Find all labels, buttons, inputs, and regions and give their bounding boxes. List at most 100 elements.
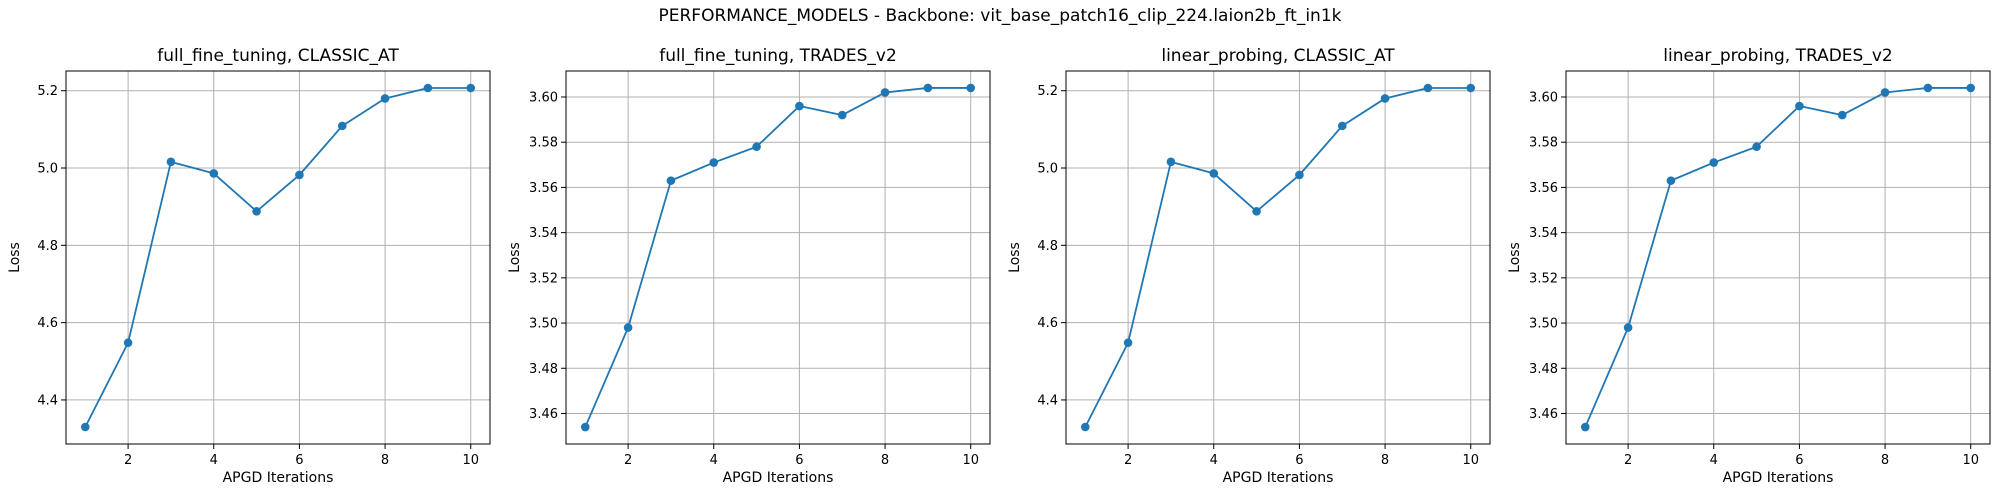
y-axis-label: Loss [1507,242,1523,273]
data-point [923,83,933,93]
y-tick-label: 3.52 [1529,271,1558,286]
data-point [580,422,590,432]
y-tick-label: 4.6 [37,316,58,331]
series-line [1084,87,1471,428]
x-tick-label: 2 [124,453,132,468]
y-tick-label: 3.50 [529,317,558,332]
y-tick-label: 3.46 [1529,407,1558,422]
y-tick-label: 4.8 [1037,239,1058,254]
data-point [466,83,476,93]
data-point [209,169,219,178]
y-tick-label: 3.50 [1529,317,1558,332]
data-point [380,94,390,103]
y-tick-label: 4.8 [37,239,58,254]
data-point [1123,338,1133,348]
data-point [123,338,133,348]
x-axis-label: APGD Iterations [1223,470,1334,486]
y-tick-label: 4.4 [37,393,58,408]
data-point [1295,170,1304,180]
y-tick-label: 3.48 [529,362,558,377]
y-tick-label: 3.48 [1529,362,1558,377]
plot-frame [65,70,491,445]
y-axis-label: Loss [1007,242,1023,273]
x-tick-label: 10 [962,453,979,468]
x-tick-label: 6 [295,453,303,468]
data-point [709,158,719,167]
y-axis-label: Loss [7,242,23,273]
data-point [1709,158,1719,167]
y-tick-label: 3.46 [529,407,558,422]
y-tick-label: 5.2 [37,84,58,99]
data-point [337,121,347,131]
data-point [1380,94,1390,103]
data-point [837,110,847,120]
subplot-linear-probing-classic-at: linear_probing, CLASSIC_AT 2 4 6 8 10 4.4 4.6 4.… [1007,46,1491,486]
y-tick-label: 3.54 [1529,226,1558,241]
y-tick-label: 3.60 [529,90,558,105]
data-point [1166,157,1176,167]
data-point [1923,83,1933,93]
data-point [966,83,976,93]
series-line [84,87,471,428]
x-tick-label: 4 [210,453,218,468]
data-point [623,323,633,332]
x-tick-label: 4 [1710,453,1718,468]
x-tick-label: 6 [1795,453,1803,468]
x-tick-label: 4 [710,453,718,468]
data-point [666,176,676,185]
y-tick-label: 3.56 [1529,181,1558,196]
x-tick-label: 6 [1295,453,1303,468]
data-point [1580,422,1590,432]
data-point [252,207,261,216]
y-tick-label: 3.52 [529,271,558,286]
x-tick-label: 8 [881,453,889,468]
data-point [1252,207,1261,216]
subplot-title: full_fine_tuning, CLASSIC_AT [157,46,399,66]
y-axis-label: Loss [507,242,523,273]
data-point [1209,169,1219,178]
y-tick-label: 4.4 [1037,393,1058,408]
x-tick-label: 4 [1210,453,1218,468]
data-point [1466,83,1476,93]
data-point [423,83,433,93]
plot-frame [565,70,991,445]
x-tick-label: 2 [624,453,632,468]
y-tick-label: 3.58 [529,136,558,151]
x-tick-label: 2 [1124,453,1132,468]
x-tick-label: 10 [1462,453,1479,468]
plot-frame [1065,70,1491,445]
series-line [584,87,971,428]
data-point [795,101,804,111]
plot-frame [1565,70,1991,445]
subplot-title: linear_probing, CLASSIC_AT [1161,46,1395,66]
y-tick-label: 3.54 [529,226,558,241]
data-point [880,88,890,97]
data-point [80,422,90,432]
x-tick-label: 10 [1962,453,1979,468]
subplot-full-fine-tuning-trades-v2: full_fine_tuning, TRADES_v2 2 4 6 8 10 3.46 3.4… [507,46,991,486]
data-point [752,142,761,152]
x-axis-label: APGD Iterations [1723,470,1834,486]
data-point [1837,110,1847,120]
data-point [1080,422,1090,432]
figure-suptitle: PERFORMANCE_MODELS - Backbone: vit_base_… [658,6,1342,26]
data-point [1752,142,1761,152]
x-tick-label: 8 [381,453,389,468]
subplot-title: full_fine_tuning, TRADES_v2 [659,46,897,66]
y-tick-label: 3.60 [1529,90,1558,105]
data-point [166,157,176,167]
data-point [1966,83,1976,93]
x-axis-label: APGD Iterations [223,470,334,486]
y-tick-label: 5.0 [37,162,58,177]
x-tick-label: 10 [462,453,479,468]
data-point [1623,323,1633,332]
subplot-full-fine-tuning-classic-at: full_fine_tuning, CLASSIC_AT 2 4 6 8 10 4.4 4.6… [7,46,491,486]
data-point [1795,101,1804,111]
subplot-linear-probing-trades-v2: linear_probing, TRADES_v2 2 4 6 8 10 3.46 3.48 3… [1507,46,1991,486]
subplot-title: linear_probing, TRADES_v2 [1663,46,1892,66]
y-tick-label: 4.6 [1037,316,1058,331]
y-tick-label: 3.58 [1529,136,1558,151]
y-tick-label: 5.2 [1037,84,1058,99]
data-point [1666,176,1676,185]
data-point [1880,88,1890,97]
